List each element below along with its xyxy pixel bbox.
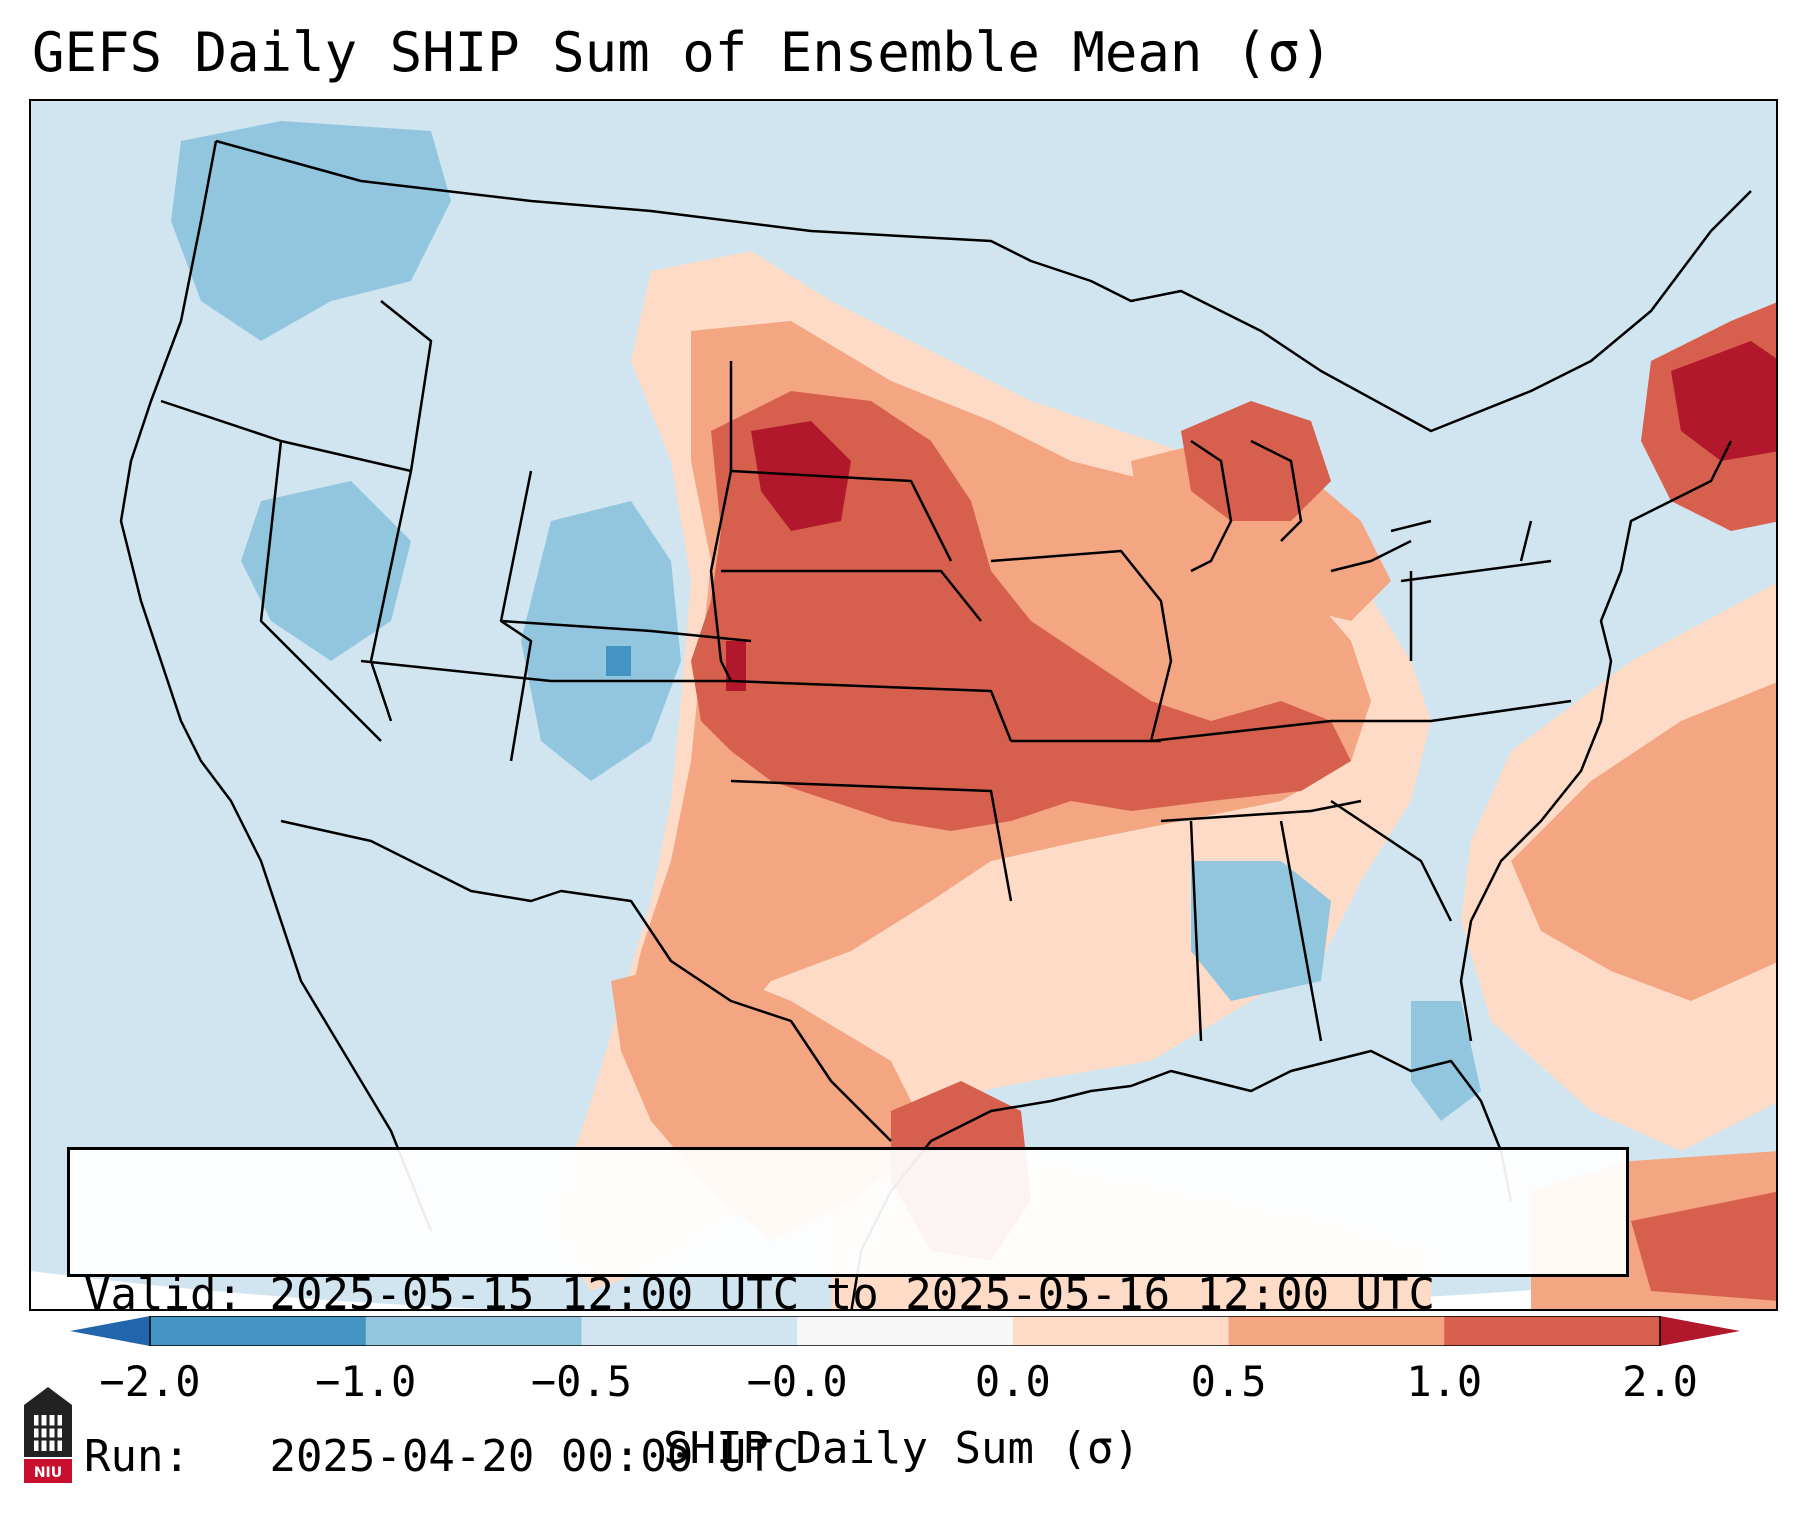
atlantic-coastline [1459,440,1733,1042]
anomaly-region-atlantic-medium [1511,682,1776,1001]
colorbar-tick-label: −1.0 [315,1357,417,1406]
colorbar-bin [1012,1316,1230,1346]
colorbar-bin [1444,1316,1661,1346]
colorbar-under-extension [70,1316,150,1346]
us-canada-border [215,139,1752,433]
pacific-coastline [119,140,433,1232]
colorbar-bins [150,1316,1661,1346]
anomaly-region-rockies-negative [521,501,681,781]
colorbar-tick-label: 1.0 [1406,1357,1483,1406]
valid-value: 2025-05-15 12:00 UTC to 2025-05-16 12:00… [269,1269,1436,1320]
anomaly-moderate-negative [171,121,1481,1121]
valid-run-info-box: Valid: 2025-05-15 12:00 UTC to 2025-05-1… [67,1147,1629,1482]
colorbar [70,1316,1740,1346]
colorbar-bin [581,1316,798,1346]
run-label: Run: [84,1431,190,1482]
anomaly-region-heartland-strong [691,391,1351,831]
us-mexico-border [280,819,892,1142]
colorbar-bin [797,1316,1014,1346]
state-lines-central [709,361,1173,902]
colorbar-tick-label: −2.0 [99,1357,201,1406]
colorbar-outline [149,1316,1661,1346]
anomaly-patch-newengland [1671,341,1776,461]
colorbar-label: SHIP Daily Sum (σ) [663,1423,1140,1474]
colorbar-bin [1228,1316,1445,1346]
colorbar-tick-label: −0.5 [530,1357,632,1406]
anomaly-region-pacificnw-negative [171,121,451,341]
logo-text: NIU [34,1465,62,1481]
valid-row: Valid: 2025-05-15 12:00 UTC to 2025-05-1… [84,1268,1612,1322]
map-outlines [119,139,1752,1309]
anomaly-strong-negative [606,646,631,676]
niu-logo-icon: NIU [24,1387,72,1483]
colorbar-bin [365,1316,582,1346]
state-lines-east [1150,520,1572,1042]
map-canvas [31,101,1776,1309]
colorbar-tick-label: 0.0 [974,1357,1051,1406]
run-value: 2025-04-20 00:00 UTC [269,1431,800,1482]
anomaly-region-alabama-negative [1191,861,1331,1001]
colorbar-tick-label: 0.5 [1190,1357,1267,1406]
colorbar-over-extension [1660,1316,1740,1346]
colorbar-tick-label: −0.0 [746,1357,848,1406]
state-lines-west [160,300,752,762]
gulf-coastline [850,1049,1513,1309]
anomaly-region-michigan-strong [1181,401,1331,521]
valid-label: Valid: [84,1269,243,1320]
colorbar-bin [150,1316,367,1346]
page-title: GEFS Daily SHIP Sum of Ensemble Mean (σ) [32,21,1333,84]
anomaly-patch-colorado-negative [606,646,631,676]
anomaly-patch-colorado [726,641,746,691]
colorbar-tick-label: 2.0 [1622,1357,1698,1406]
anomaly-region-caribbean-strong [1631,1191,1776,1301]
map-panel [29,99,1778,1311]
anomaly-region-greatbasin-negative [241,481,411,661]
run-row: Run: 2025-04-20 00:00 UTC [84,1430,1612,1484]
great-lakes-outline [1190,439,1432,573]
